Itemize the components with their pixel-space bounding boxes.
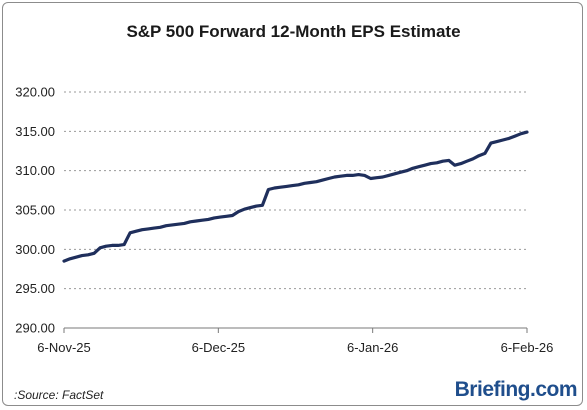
x-tick-label: 6-Jan-26 <box>347 340 398 355</box>
brand-suffix: .com <box>529 378 578 401</box>
y-tick-label: 295.00 <box>15 281 55 296</box>
briefing-logo: Briefing.com <box>454 378 578 402</box>
y-tick-label: 290.00 <box>15 321 55 336</box>
x-tick-label: 6-Feb-26 <box>501 340 554 355</box>
y-tick-label: 310.00 <box>15 163 55 178</box>
source-note: :Source: FactSet <box>14 388 104 402</box>
y-tick-label: 315.00 <box>15 124 55 139</box>
series-line <box>62 130 529 263</box>
grid-lines <box>64 91 527 290</box>
chart-title: S&P 500 Forward 12-Month EPS Estimate <box>126 22 461 41</box>
y-tick-label: 320.00 <box>15 85 55 100</box>
x-axis-ticks: 6-Nov-25 6-Dec-25 6-Jan-26 6-Feb-26 <box>37 328 553 355</box>
y-tick-label: 300.00 <box>15 242 55 257</box>
y-axis-ticks: 290.00 295.00 300.00 305.00 310.00 315.00 320.… <box>15 85 55 336</box>
x-tick-label: 6-Nov-25 <box>37 340 90 355</box>
chart-frame <box>2 2 583 406</box>
y-tick-label: 305.00 <box>15 203 55 218</box>
x-tick-label: 6-Dec-25 <box>192 340 245 355</box>
brand-main: Briefing <box>454 378 531 401</box>
